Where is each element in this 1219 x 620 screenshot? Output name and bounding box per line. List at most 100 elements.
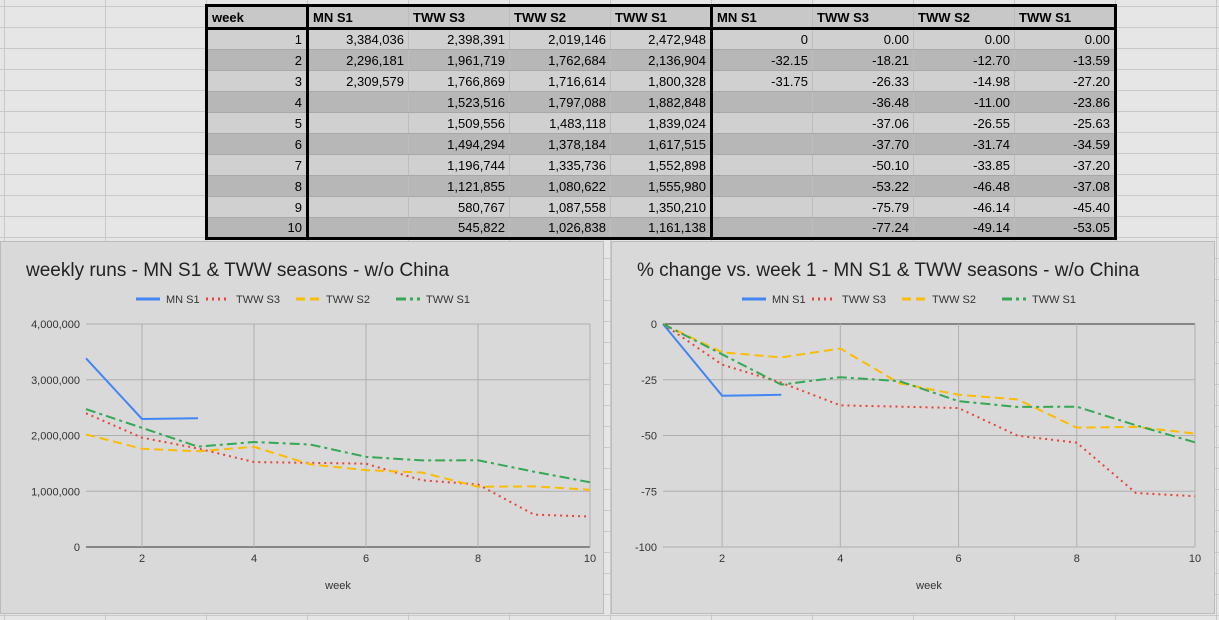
table-cell[interactable]: -27.20 bbox=[1014, 70, 1116, 92]
column-header[interactable]: MN S1 bbox=[710, 5, 813, 30]
table-cell[interactable]: 1,509,556 bbox=[408, 112, 510, 134]
table-cell[interactable]: 580,767 bbox=[408, 196, 510, 218]
table-cell[interactable]: 1,026,838 bbox=[509, 217, 611, 239]
table-cell[interactable]: -50.10 bbox=[812, 154, 914, 176]
column-header[interactable]: week bbox=[206, 5, 308, 30]
table-cell[interactable] bbox=[306, 112, 409, 134]
table-cell[interactable]: -34.59 bbox=[1014, 133, 1116, 155]
table-cell[interactable]: 0.00 bbox=[812, 28, 914, 50]
table-cell[interactable] bbox=[306, 154, 409, 176]
table-cell[interactable]: 1,080,622 bbox=[509, 175, 611, 197]
table-cell[interactable]: 2 bbox=[206, 49, 308, 71]
table-cell[interactable]: -32.15 bbox=[710, 49, 813, 71]
table-cell[interactable]: 1,087,558 bbox=[509, 196, 611, 218]
table-cell[interactable]: 2,019,146 bbox=[509, 28, 611, 50]
table-cell[interactable]: 9 bbox=[206, 196, 308, 218]
table-cell[interactable]: 1,800,328 bbox=[610, 70, 712, 92]
table-cell[interactable]: 1,378,184 bbox=[509, 133, 611, 155]
column-header[interactable]: TWW S2 bbox=[913, 5, 1015, 30]
table-cell[interactable]: 6 bbox=[206, 133, 308, 155]
table-cell[interactable]: 1,797,088 bbox=[509, 91, 611, 113]
table-cell[interactable]: -25.63 bbox=[1014, 112, 1116, 134]
table-cell[interactable]: 2,296,181 bbox=[306, 49, 409, 71]
table-cell[interactable]: -13.59 bbox=[1014, 49, 1116, 71]
table-cell[interactable] bbox=[710, 217, 813, 239]
table-cell[interactable]: -11.00 bbox=[913, 91, 1015, 113]
table-cell[interactable]: 1,523,516 bbox=[408, 91, 510, 113]
table-cell[interactable] bbox=[710, 154, 813, 176]
table-cell[interactable]: 10 bbox=[206, 217, 308, 239]
table-cell[interactable]: 4 bbox=[206, 91, 308, 113]
table-cell[interactable]: 1,839,024 bbox=[610, 112, 712, 134]
table-cell[interactable]: 0 bbox=[710, 28, 813, 50]
table-cell[interactable]: -45.40 bbox=[1014, 196, 1116, 218]
chart-weekly-runs[interactable]: weekly runs - MN S1 & TWW seasons - w/o … bbox=[0, 241, 604, 614]
table-cell[interactable]: 3,384,036 bbox=[306, 28, 409, 50]
table-cell[interactable]: 1,196,744 bbox=[408, 154, 510, 176]
table-cell[interactable]: 2,309,579 bbox=[306, 70, 409, 92]
table-cell[interactable]: 1,335,736 bbox=[509, 154, 611, 176]
table-cell[interactable]: -23.86 bbox=[1014, 91, 1116, 113]
table-cell[interactable]: -53.22 bbox=[812, 175, 914, 197]
table-cell[interactable]: 1,161,138 bbox=[610, 217, 712, 239]
table-cell[interactable]: -53.05 bbox=[1014, 217, 1116, 239]
column-header[interactable]: TWW S1 bbox=[610, 5, 712, 30]
table-cell[interactable]: 0.00 bbox=[913, 28, 1015, 50]
table-cell[interactable]: -26.55 bbox=[913, 112, 1015, 134]
table-cell[interactable]: -46.48 bbox=[913, 175, 1015, 197]
table-cell[interactable] bbox=[710, 196, 813, 218]
table-cell[interactable]: 1,350,210 bbox=[610, 196, 712, 218]
table-cell[interactable] bbox=[306, 91, 409, 113]
table-cell[interactable] bbox=[306, 133, 409, 155]
table-cell[interactable]: -12.70 bbox=[913, 49, 1015, 71]
table-cell[interactable]: -18.21 bbox=[812, 49, 914, 71]
chart-percent-change[interactable]: % change vs. week 1 - MN S1 & TWW season… bbox=[611, 241, 1215, 614]
table-cell[interactable] bbox=[710, 175, 813, 197]
table-cell[interactable]: -49.14 bbox=[913, 217, 1015, 239]
table-cell[interactable]: -37.08 bbox=[1014, 175, 1116, 197]
table-cell[interactable]: 1,494,294 bbox=[408, 133, 510, 155]
table-cell[interactable]: -37.70 bbox=[812, 133, 914, 155]
table-cell[interactable]: -14.98 bbox=[913, 70, 1015, 92]
table-cell[interactable] bbox=[306, 175, 409, 197]
table-cell[interactable]: -37.20 bbox=[1014, 154, 1116, 176]
table-cell[interactable]: -36.48 bbox=[812, 91, 914, 113]
table-cell[interactable]: 7 bbox=[206, 154, 308, 176]
table-cell[interactable]: 1,483,118 bbox=[509, 112, 611, 134]
table-cell[interactable]: -46.14 bbox=[913, 196, 1015, 218]
table-cell[interactable]: -33.85 bbox=[913, 154, 1015, 176]
table-cell[interactable]: 0.00 bbox=[1014, 28, 1116, 50]
table-cell[interactable]: 8 bbox=[206, 175, 308, 197]
table-cell[interactable]: 1,716,614 bbox=[509, 70, 611, 92]
table-cell[interactable]: 1,882,848 bbox=[610, 91, 712, 113]
column-header[interactable]: TWW S3 bbox=[812, 5, 914, 30]
table-cell[interactable]: 2,398,391 bbox=[408, 28, 510, 50]
table-cell[interactable]: -31.74 bbox=[913, 133, 1015, 155]
table-cell[interactable]: 1,762,684 bbox=[509, 49, 611, 71]
table-cell[interactable]: 2,136,904 bbox=[610, 49, 712, 71]
column-header[interactable]: TWW S3 bbox=[408, 5, 510, 30]
table-cell[interactable]: 1,552,898 bbox=[610, 154, 712, 176]
table-cell[interactable]: 1,617,515 bbox=[610, 133, 712, 155]
table-cell[interactable]: 1,555,980 bbox=[610, 175, 712, 197]
table-cell[interactable]: -37.06 bbox=[812, 112, 914, 134]
table-cell[interactable]: 1,121,855 bbox=[408, 175, 510, 197]
table-cell[interactable]: 1 bbox=[206, 28, 308, 50]
table-cell[interactable] bbox=[306, 196, 409, 218]
table-cell[interactable] bbox=[710, 133, 813, 155]
table-cell[interactable] bbox=[710, 112, 813, 134]
table-cell[interactable]: -75.79 bbox=[812, 196, 914, 218]
column-header[interactable]: TWW S2 bbox=[509, 5, 611, 30]
table-cell[interactable]: 5 bbox=[206, 112, 308, 134]
table-cell[interactable]: 545,822 bbox=[408, 217, 510, 239]
table-cell[interactable]: -31.75 bbox=[710, 70, 813, 92]
column-header[interactable]: MN S1 bbox=[306, 5, 409, 30]
table-cell[interactable]: 1,961,719 bbox=[408, 49, 510, 71]
column-header[interactable]: TWW S1 bbox=[1014, 5, 1116, 30]
table-cell[interactable] bbox=[710, 91, 813, 113]
table-cell[interactable] bbox=[306, 217, 409, 239]
table-cell[interactable]: 3 bbox=[206, 70, 308, 92]
table-cell[interactable]: 2,472,948 bbox=[610, 28, 712, 50]
table-cell[interactable]: -26.33 bbox=[812, 70, 914, 92]
table-cell[interactable]: 1,766,869 bbox=[408, 70, 510, 92]
